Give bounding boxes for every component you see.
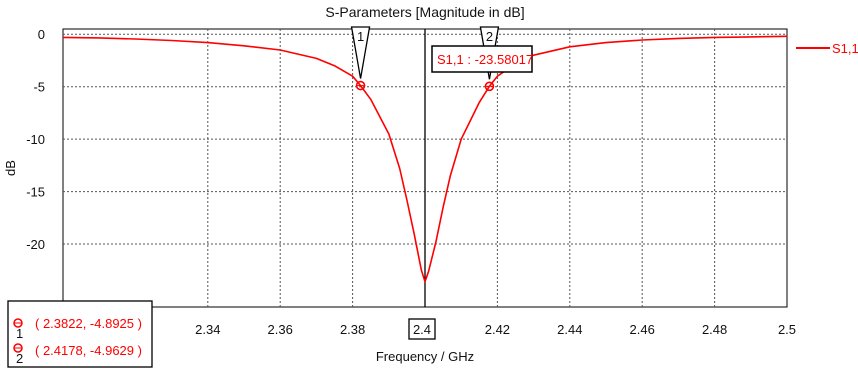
marker-table-value-2: ( 2.4178, -4.9629 ) <box>35 343 142 358</box>
y-tick-label-0: 0 <box>38 27 45 42</box>
x-tick-label-0: 2.34 <box>195 322 220 337</box>
marker-flag-label-2: 2 <box>486 29 493 44</box>
y-tick-label-4: -20 <box>26 237 45 252</box>
y-axis-label: dB <box>3 160 18 176</box>
x-tick-labels: 2.34 2.36 2.38 2.42 2.44 2.46 2.48 2.5 <box>195 322 796 337</box>
x-tick-label-5: 2.44 <box>557 322 582 337</box>
y-tick-label-2: -10 <box>26 132 45 147</box>
x-tick-label-4: 2.42 <box>485 322 510 337</box>
legend-label: S1,1 <box>832 41 858 56</box>
marker-table-value-1: ( 2.3822, -4.8925 ) <box>35 316 142 331</box>
x-tick-label-7: 2.48 <box>702 322 727 337</box>
marker-flag-1[interactable] <box>350 26 371 79</box>
chart-title: S-Parameters [Magnitude in dB] <box>325 4 524 20</box>
cursor-x-label-box[interactable]: 2.4 <box>408 318 436 340</box>
y-tick-label-3: -15 <box>26 185 45 200</box>
x-axis-label: Frequency / GHz <box>376 349 474 364</box>
cursor-readout-text: S1,1 : -23.58017 <box>437 52 533 67</box>
series-line-0 <box>62 35 788 283</box>
series-layer <box>62 35 788 283</box>
y-tick-labels: 0 -5 -10 -15 -20 <box>26 27 45 252</box>
cursor-x-label: 2.4 <box>413 322 431 337</box>
x-tick-label-2: 2.38 <box>340 322 365 337</box>
marker-table: 1 ( 2.3822, -4.8925 ) 2 ( 2.4178, -4.962… <box>7 300 153 368</box>
y-tick-label-1: -5 <box>33 80 45 95</box>
marker-flag-label-1: 1 <box>357 29 364 44</box>
x-tick-label-6: 2.46 <box>630 322 655 337</box>
marker-table-index-1: 1 <box>16 326 23 341</box>
x-tick-label-1: 2.36 <box>268 322 293 337</box>
cursor-readout-box: S1,1 : -23.58017 <box>431 45 533 73</box>
marker-table-index-2: 2 <box>16 351 23 366</box>
legend: S1,1 <box>796 41 858 56</box>
x-tick-label-8: 2.5 <box>778 322 796 337</box>
